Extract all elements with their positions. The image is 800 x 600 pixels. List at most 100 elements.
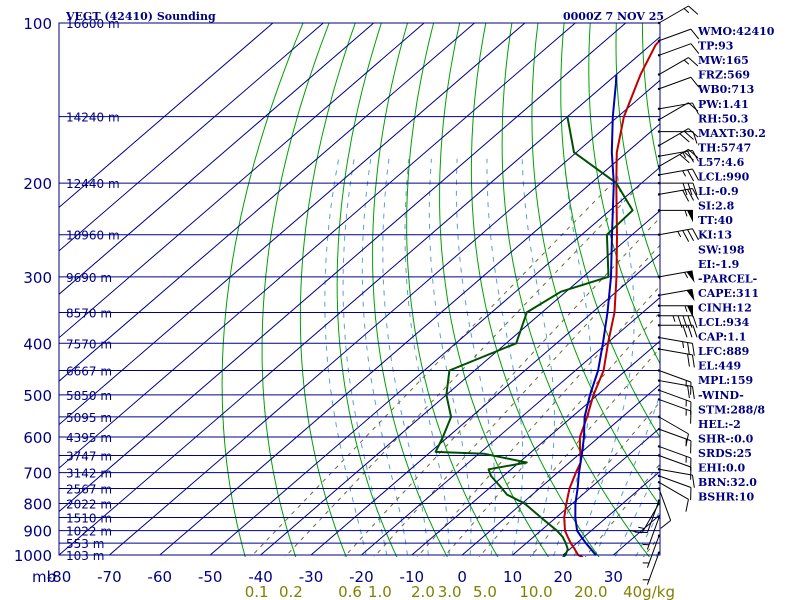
wind-barb-full — [629, 529, 643, 534]
temperature-tick-label: -20 — [349, 568, 374, 586]
height-label: 14240 m — [66, 111, 120, 125]
height-label: 3747 m — [66, 449, 112, 463]
wind-barb-staff — [658, 370, 692, 383]
temperature-tick-label: 0 — [457, 568, 467, 586]
index-item: LCL:990 — [698, 171, 750, 184]
wind-barb-full — [691, 475, 695, 488]
wind-barb-full — [688, 5, 699, 15]
sounding-profiles — [434, 38, 660, 557]
wind-barb — [657, 43, 700, 57]
wind-barb-full — [692, 325, 698, 338]
wind-barb-staff — [658, 5, 689, 24]
wind-barb-staff — [658, 468, 693, 476]
wind-barb-staff — [658, 188, 693, 195]
isotherm-line — [512, 427, 660, 556]
wind-barb-full — [687, 342, 690, 356]
chart-title: VEGT (42410) Sounding — [65, 10, 216, 23]
wind-barb-staff — [658, 270, 693, 278]
wind-barb-staff — [646, 535, 660, 568]
wind-barb-flag — [687, 210, 693, 223]
wind-barb-full — [692, 168, 699, 181]
wind-barb-full — [691, 343, 695, 356]
index-item: STM:288/8 — [698, 403, 765, 416]
wind-barb-half — [683, 8, 690, 14]
height-label: 12440 m — [66, 177, 120, 191]
parcel-profile-line — [574, 74, 618, 556]
pressure-tick-label: 500 — [23, 387, 52, 405]
height-label: 6667 m — [66, 365, 112, 379]
index-item: PW:1.41 — [698, 98, 749, 111]
isotherm-line — [361, 296, 660, 556]
height-label: 9690 m — [66, 271, 112, 285]
isotherm-line — [59, 23, 526, 426]
axis-unit-label: mb — [32, 568, 56, 586]
wind-barb — [657, 5, 699, 25]
wind-barb-staff — [658, 481, 689, 500]
pressure-tick-label: 400 — [23, 335, 52, 353]
isotherm-line — [59, 36, 660, 556]
wind-barb-staff — [658, 336, 693, 344]
wind-barb-staff — [646, 517, 660, 550]
wind-barb-full — [687, 189, 695, 201]
wind-barb-flag — [686, 270, 695, 283]
wind-barb-full — [679, 133, 690, 143]
index-item: SI:2.8 — [698, 200, 735, 213]
wind-barb — [657, 288, 695, 302]
mixing-ratio-line — [284, 182, 643, 557]
wind-barb-full — [682, 182, 688, 196]
plot-frame — [58, 22, 661, 556]
wind-barb-full — [687, 385, 690, 399]
wind-barb — [657, 270, 695, 283]
wind-barb-half — [683, 59, 690, 65]
plot-border — [58, 22, 661, 556]
isotherm-line — [59, 23, 425, 339]
wind-barb-full — [690, 28, 700, 40]
height-label: 1022 m — [66, 525, 112, 539]
wind-barb-full — [685, 499, 689, 512]
wind-barb — [657, 28, 700, 42]
wind-barb-staff — [658, 488, 672, 521]
wind-barb-half — [638, 526, 645, 530]
index-item: KI:13 — [698, 229, 732, 242]
index-item: RH:50.3 — [698, 112, 748, 125]
wind-barb-staff — [646, 552, 660, 585]
isotherm-line — [59, 23, 576, 469]
isotherm-line — [109, 79, 660, 556]
wind-barb-staff — [658, 428, 692, 442]
temperature-tick-label: -80 — [47, 568, 72, 586]
wind-barb-full — [691, 386, 695, 400]
wind-barb-full — [690, 76, 700, 88]
dry-adiabat-line — [501, 23, 651, 557]
wind-barb — [657, 304, 693, 318]
height-label: 2567 m — [66, 483, 112, 497]
wind-barb-staff — [658, 43, 692, 56]
index-item: BSHR:10 — [698, 491, 754, 504]
mixing-ratio-line — [343, 216, 660, 557]
wind-barb-half — [677, 231, 682, 238]
dry-adiabat-line — [372, 23, 448, 557]
index-item: SHR-:0.0 — [698, 432, 754, 445]
mixing-ratio-lines — [250, 182, 660, 557]
index-item: SW:198 — [698, 243, 745, 256]
wind-barb-staff — [658, 288, 693, 296]
wind-barb-full — [687, 325, 693, 338]
wind-barb — [657, 445, 692, 471]
wind-barb-full — [682, 230, 690, 242]
wind-barb-staff — [658, 168, 693, 176]
wind-barb-full — [682, 325, 688, 338]
height-label: 2022 m — [66, 497, 112, 511]
moist-adiabat-line — [342, 158, 388, 557]
mixing-ratio-label: 20.0 — [574, 583, 607, 600]
mixing-ratio-label: 10.0 — [519, 583, 552, 600]
wind-barb-full — [688, 128, 699, 138]
index-item: LI:-0.9 — [698, 185, 739, 198]
wind-barb — [657, 209, 693, 223]
temperature-tick-label: 10 — [503, 568, 522, 586]
height-label: 5095 m — [66, 411, 112, 425]
temperature-tick-label: -30 — [299, 568, 324, 586]
isotherm-line — [159, 123, 660, 556]
index-item: MPL:159 — [698, 374, 753, 387]
mixing-ratio-line — [529, 401, 660, 557]
